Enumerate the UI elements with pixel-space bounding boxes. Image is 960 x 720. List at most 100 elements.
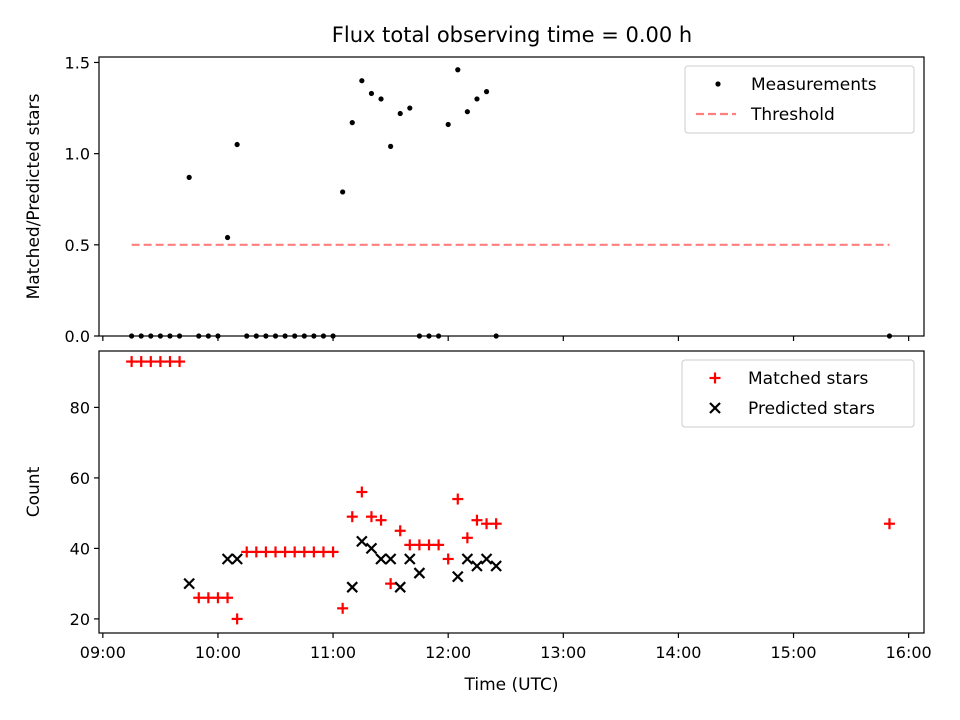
x-tick-label: 13:00	[540, 643, 586, 662]
measurement-point	[397, 110, 403, 117]
predicted-star-point	[413, 567, 426, 579]
matched-star-point	[231, 613, 243, 625]
predicted-star-point	[394, 581, 406, 593]
matched-star-point	[298, 546, 310, 558]
measurement-point	[493, 333, 499, 339]
matched-star-point	[346, 511, 358, 523]
measurement-point	[474, 96, 480, 102]
measurement-point	[368, 90, 375, 97]
measurement-point	[157, 333, 163, 339]
matched-star-point	[442, 553, 454, 565]
measurement-point	[426, 333, 432, 339]
legend-swatch	[715, 81, 721, 87]
matched-star-point	[241, 546, 253, 558]
matched-star-point	[260, 546, 272, 558]
matched-star-point	[154, 356, 166, 368]
matched-star-point	[317, 546, 329, 558]
measurement-point	[282, 333, 288, 339]
matched-star-point	[356, 486, 368, 498]
predicted-star-point	[384, 553, 397, 565]
measurement-point	[148, 333, 154, 339]
measurement-point	[176, 333, 183, 339]
measurement-point	[263, 333, 269, 339]
y-tick-label: 80	[70, 398, 90, 417]
matched-star-point	[164, 356, 176, 368]
y-axis-label: Matched/Predicted stars	[24, 93, 44, 299]
matched-star-point	[308, 546, 320, 558]
measurement-point	[464, 109, 470, 115]
measurement-point	[292, 333, 298, 339]
plot-frame	[98, 350, 925, 634]
y-tick-label: 20	[70, 610, 90, 629]
measurement-point	[167, 333, 173, 339]
bottom-panel: 20 40 60 80 09:00 10:00 11:00 12:00 13:00 14:00 15…	[24, 350, 932, 695]
x-tick-label: 11:00	[310, 643, 356, 662]
legend-label: Matched stars	[748, 369, 868, 389]
measurement-point	[330, 333, 336, 339]
matched-star-point	[337, 602, 349, 614]
measurement-point	[224, 234, 231, 241]
measurement-point	[407, 105, 413, 111]
predicted-star-point	[471, 560, 483, 572]
y-tick-label: 1.0	[65, 145, 90, 164]
matched-star-point	[174, 356, 186, 368]
measurement-point	[359, 78, 365, 84]
y-tick-label: 60	[70, 469, 90, 488]
top-chart-title: Flux total observing time = 0.00 h	[332, 23, 692, 47]
x-tick-label: 12:00	[425, 643, 471, 662]
measurement-point	[886, 333, 893, 339]
measurement-point	[253, 333, 259, 339]
matched-star-point	[365, 511, 377, 523]
legend-box	[681, 359, 915, 428]
predicted-star-point	[365, 542, 378, 555]
matched-star-point	[270, 546, 282, 558]
legend-swatch	[709, 372, 721, 384]
matched-star-point	[481, 518, 493, 530]
predicted-star-point	[490, 560, 502, 572]
measurement-point	[215, 333, 221, 339]
measurement-point	[301, 333, 307, 339]
top-panel: 0.0 0.5 1.0 1.5 Matched/Predicted stars Measu…	[24, 53, 925, 346]
measurement-point	[340, 189, 346, 195]
x-tick-label: 16:00	[886, 643, 932, 662]
measurement-point	[445, 121, 451, 128]
predicted-star-point	[480, 553, 493, 565]
y-tick-label: 40	[70, 539, 90, 558]
matched-star-point	[490, 518, 502, 530]
legend: Measurements Threshold	[684, 65, 915, 134]
measurement-point	[129, 333, 135, 339]
y-tick-label: 0.5	[65, 236, 90, 255]
matched-star-point	[289, 546, 301, 558]
measurement-point	[272, 333, 279, 339]
matched-star-point	[471, 514, 483, 526]
matched-star-point	[135, 356, 147, 368]
matched-star-point	[202, 592, 214, 604]
measurement-point	[416, 333, 423, 339]
matched-star-point	[452, 493, 464, 505]
x-tick-label: 14:00	[655, 643, 701, 662]
matched-star-point	[461, 532, 473, 544]
legend-label: Threshold	[750, 105, 835, 125]
measurement-point	[311, 333, 317, 339]
matched-star-point	[423, 539, 435, 551]
legend-label: Predicted stars	[748, 399, 875, 419]
x-axis-label: Time (UTC)	[464, 675, 559, 695]
matched-star-point	[413, 539, 425, 551]
matched-star-point	[883, 518, 895, 530]
matched-star-point	[126, 356, 138, 368]
matched-star-point	[145, 356, 157, 368]
measurement-point	[388, 143, 394, 149]
measurement-point	[378, 96, 384, 102]
measurement-point	[244, 333, 250, 339]
y-tick-label: 0.0	[65, 327, 90, 346]
measurement-point	[435, 333, 442, 339]
matched-star-point	[385, 578, 397, 590]
legend: Matched stars Predicted stars	[681, 359, 915, 428]
legend-box	[684, 65, 915, 134]
measurement-point	[186, 174, 192, 180]
y-tick-label: 1.5	[65, 53, 90, 72]
predicted-star-point	[452, 570, 464, 583]
matched-star-point	[327, 546, 339, 558]
x-tick-label: 09:00	[80, 643, 126, 662]
